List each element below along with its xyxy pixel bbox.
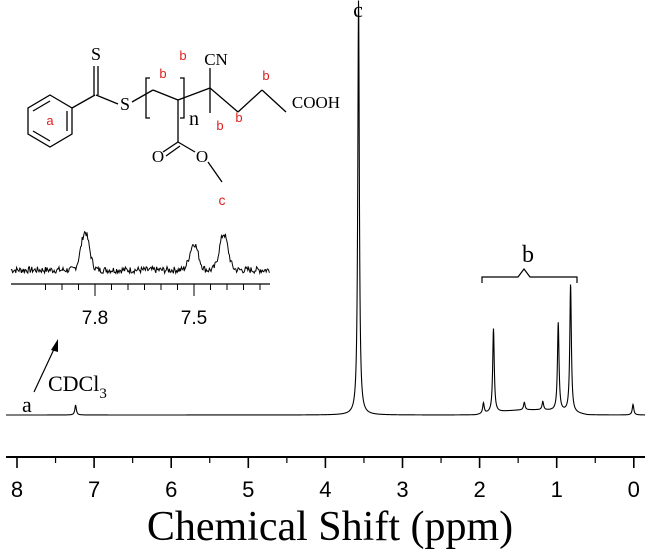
x-tick-label: 7: [88, 477, 100, 502]
inset-arrow-line: [33, 346, 56, 393]
proton-label-a: a: [46, 113, 54, 128]
ring-inner-bond-1: [32, 100, 51, 112]
atom-s-mid: S: [120, 94, 130, 114]
group-cn: CN: [204, 50, 228, 69]
solvent-label-sub: 3: [99, 386, 107, 402]
atom-o-carbonyl: O: [152, 147, 164, 166]
b-group-label: b: [522, 242, 534, 268]
spectrum-trace: [6, 0, 645, 416]
proton-label-b4: b: [235, 110, 242, 125]
inset-arrow-head: [51, 339, 58, 352]
solvent-label: CDCl3: [48, 371, 107, 402]
inset-tick-label-7.5: 7.5: [181, 308, 207, 329]
proton-label-c: c: [219, 192, 226, 208]
proton-label-b2: b: [179, 48, 186, 63]
bond-co-double-1: [162, 141, 179, 153]
atom-o-ester: O: [196, 147, 208, 166]
proton-label-b1: b: [159, 66, 166, 81]
x-tick-label: 1: [551, 477, 563, 502]
structure-labels: S S a b b b b b CN COOH n O O c: [46, 44, 340, 208]
bond-ring-thiocarbonyl: [71, 94, 96, 109]
repeat-n: n: [189, 108, 199, 130]
x-tick-label: 4: [319, 477, 331, 502]
bond-chain-2: [237, 89, 263, 113]
x-tick-label: 5: [242, 477, 254, 502]
atom-s-top: S: [91, 44, 101, 64]
aromatic-a-label: a: [22, 392, 32, 417]
solvent-label-main: CDCl: [48, 371, 99, 396]
x-axis-ticks: 8 7 6 5 4 3 2 1 0: [11, 457, 640, 502]
chemical-structure: [27, 66, 287, 183]
x-tick-label: 6: [165, 477, 177, 502]
bond-chain-1: [209, 87, 239, 113]
bond-o-ch3: [207, 161, 223, 183]
x-tick-label: 2: [473, 477, 485, 502]
proton-label-b5: b: [216, 118, 223, 133]
inset-ticks: [45, 284, 261, 296]
x-axis-label: Chemical Shift (ppm): [147, 504, 513, 550]
bond-ch2-c: [152, 89, 179, 101]
bond-c-o-ester: [177, 141, 196, 153]
bond-s-ch2: [131, 89, 154, 103]
group-cooh: COOH: [292, 93, 340, 112]
peak-c-label: c: [353, 0, 363, 22]
bond-co-double-2: [165, 145, 181, 157]
x-tick-label: 3: [396, 477, 408, 502]
bond-c-cquat: [177, 87, 211, 101]
x-tick-label: 8: [11, 477, 23, 502]
inset-trace: [10, 230, 270, 276]
x-tick-label: 0: [628, 477, 640, 502]
bond-thiocarbonyl-s: [95, 94, 119, 105]
inset-tick-label-7.8: 7.8: [82, 308, 108, 329]
repeat-bracket-left: [145, 77, 150, 119]
b-group-bracket: [481, 268, 578, 283]
ring-inner-bond-3: [32, 130, 51, 142]
inset: 7.8 7.5: [10, 230, 270, 329]
proton-label-b3: b: [262, 68, 269, 83]
bond-chain-3: [261, 89, 287, 113]
